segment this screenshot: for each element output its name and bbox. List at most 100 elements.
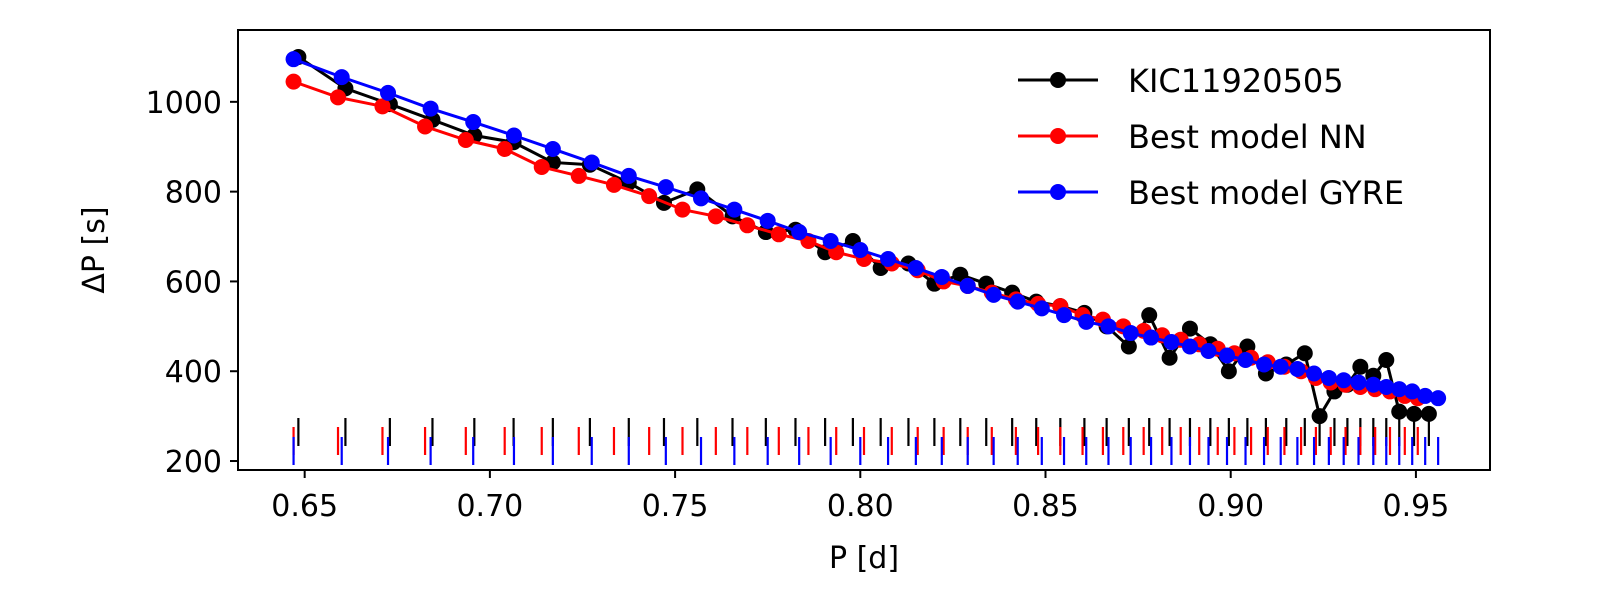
data-point bbox=[457, 132, 474, 148]
data-point bbox=[1420, 405, 1437, 422]
data-point bbox=[1306, 365, 1323, 382]
data-point bbox=[1320, 369, 1337, 386]
data-point bbox=[1272, 358, 1289, 375]
data-point bbox=[1100, 318, 1117, 335]
data-point bbox=[570, 167, 587, 184]
data-point bbox=[1391, 403, 1408, 420]
data-point bbox=[1056, 307, 1073, 324]
data-point bbox=[791, 224, 808, 241]
data-point bbox=[1311, 408, 1328, 425]
data-point bbox=[907, 259, 924, 276]
data-point bbox=[1220, 363, 1237, 380]
data-point bbox=[505, 127, 522, 144]
x-tick-label: 0.90 bbox=[1197, 489, 1264, 524]
data-point bbox=[1163, 334, 1180, 351]
data-point bbox=[285, 73, 302, 90]
legend: KIC11920505 Best model NN Best model GYRE bbox=[1018, 62, 1404, 212]
data-point bbox=[1009, 293, 1026, 310]
x-tick-label: 0.85 bbox=[1012, 489, 1079, 524]
data-point bbox=[1350, 374, 1367, 391]
x-tick-label: 0.65 bbox=[271, 489, 338, 524]
data-point bbox=[1352, 358, 1369, 375]
data-point bbox=[465, 114, 482, 131]
data-point bbox=[739, 217, 756, 234]
data-point bbox=[1181, 338, 1198, 355]
x-tick-label: 0.75 bbox=[642, 489, 709, 524]
data-point bbox=[1296, 345, 1313, 362]
y-tick-label: 1000 bbox=[146, 86, 222, 121]
data-point bbox=[380, 84, 397, 101]
data-point bbox=[1200, 343, 1217, 360]
data-point bbox=[726, 201, 743, 218]
series-line bbox=[293, 57, 1439, 400]
data-point bbox=[620, 167, 637, 184]
legend-label: Best model GYRE bbox=[1128, 174, 1404, 212]
legend-entry: Best model NN bbox=[1018, 118, 1367, 156]
y-tick-label: 600 bbox=[165, 265, 222, 300]
data-point bbox=[583, 154, 600, 171]
data-point bbox=[933, 268, 950, 285]
data-point bbox=[496, 140, 513, 157]
legend-swatch-marker bbox=[1050, 184, 1066, 200]
data-point bbox=[770, 226, 787, 243]
data-point bbox=[1161, 349, 1178, 366]
data-point bbox=[544, 140, 561, 157]
data-point bbox=[657, 179, 674, 196]
data-point bbox=[1237, 352, 1254, 368]
data-point bbox=[1365, 376, 1382, 393]
y-tick-label: 400 bbox=[165, 355, 222, 390]
x-tick-label: 0.80 bbox=[827, 489, 894, 524]
data-point bbox=[1406, 405, 1423, 422]
data-point bbox=[1181, 320, 1198, 337]
data-point bbox=[1078, 313, 1095, 330]
data-point bbox=[759, 212, 776, 229]
data-point bbox=[1417, 387, 1434, 404]
data-point bbox=[374, 98, 391, 115]
data-point bbox=[959, 277, 976, 294]
data-point bbox=[1404, 383, 1421, 400]
data-point bbox=[693, 190, 710, 207]
data-point bbox=[1430, 390, 1447, 407]
series-2 bbox=[285, 51, 1447, 407]
data-point bbox=[880, 250, 897, 267]
data-point bbox=[422, 100, 439, 117]
data-point bbox=[1033, 300, 1050, 317]
legend-swatch-marker bbox=[1050, 128, 1066, 144]
data-point bbox=[1120, 338, 1137, 355]
data-point bbox=[822, 233, 839, 250]
data-point bbox=[852, 242, 869, 258]
data-point bbox=[1143, 329, 1160, 346]
y-tick-label: 200 bbox=[165, 445, 222, 480]
legend-entry: Best model GYRE bbox=[1018, 174, 1404, 212]
data-point bbox=[1141, 307, 1158, 324]
data-point bbox=[674, 201, 691, 218]
legend-label: KIC11920505 bbox=[1128, 62, 1344, 100]
legend-entry: KIC11920505 bbox=[1018, 62, 1344, 100]
data-point bbox=[333, 69, 350, 86]
data-point bbox=[285, 51, 302, 68]
y-axis-label: ΔP [s] bbox=[77, 206, 112, 293]
x-axis-label: P [d] bbox=[829, 541, 899, 576]
legend-swatch-marker bbox=[1050, 72, 1066, 88]
data-point bbox=[1378, 352, 1395, 368]
data-point bbox=[605, 176, 622, 193]
x-tick-label: 0.70 bbox=[456, 489, 523, 524]
data-point bbox=[1335, 372, 1352, 389]
series-layer bbox=[285, 48, 1447, 425]
y-tick-label: 800 bbox=[165, 176, 222, 211]
data-point bbox=[985, 286, 1002, 303]
axes-layer: 0.65 0.70 0.75 0.80 0.85 0.90 0.95 200 400 600 800… bbox=[146, 86, 1450, 524]
data-point bbox=[707, 208, 724, 225]
data-point bbox=[1256, 356, 1273, 373]
data-point bbox=[1219, 347, 1236, 364]
data-point bbox=[533, 158, 550, 175]
data-point bbox=[417, 118, 434, 135]
legend-label: Best model NN bbox=[1128, 118, 1367, 156]
plot-frame bbox=[237, 29, 1491, 471]
x-tick-label: 0.95 bbox=[1383, 489, 1450, 524]
data-point bbox=[330, 89, 347, 106]
data-point bbox=[1289, 360, 1306, 377]
data-point bbox=[1391, 381, 1408, 398]
period-marker-layer bbox=[292, 418, 1440, 465]
